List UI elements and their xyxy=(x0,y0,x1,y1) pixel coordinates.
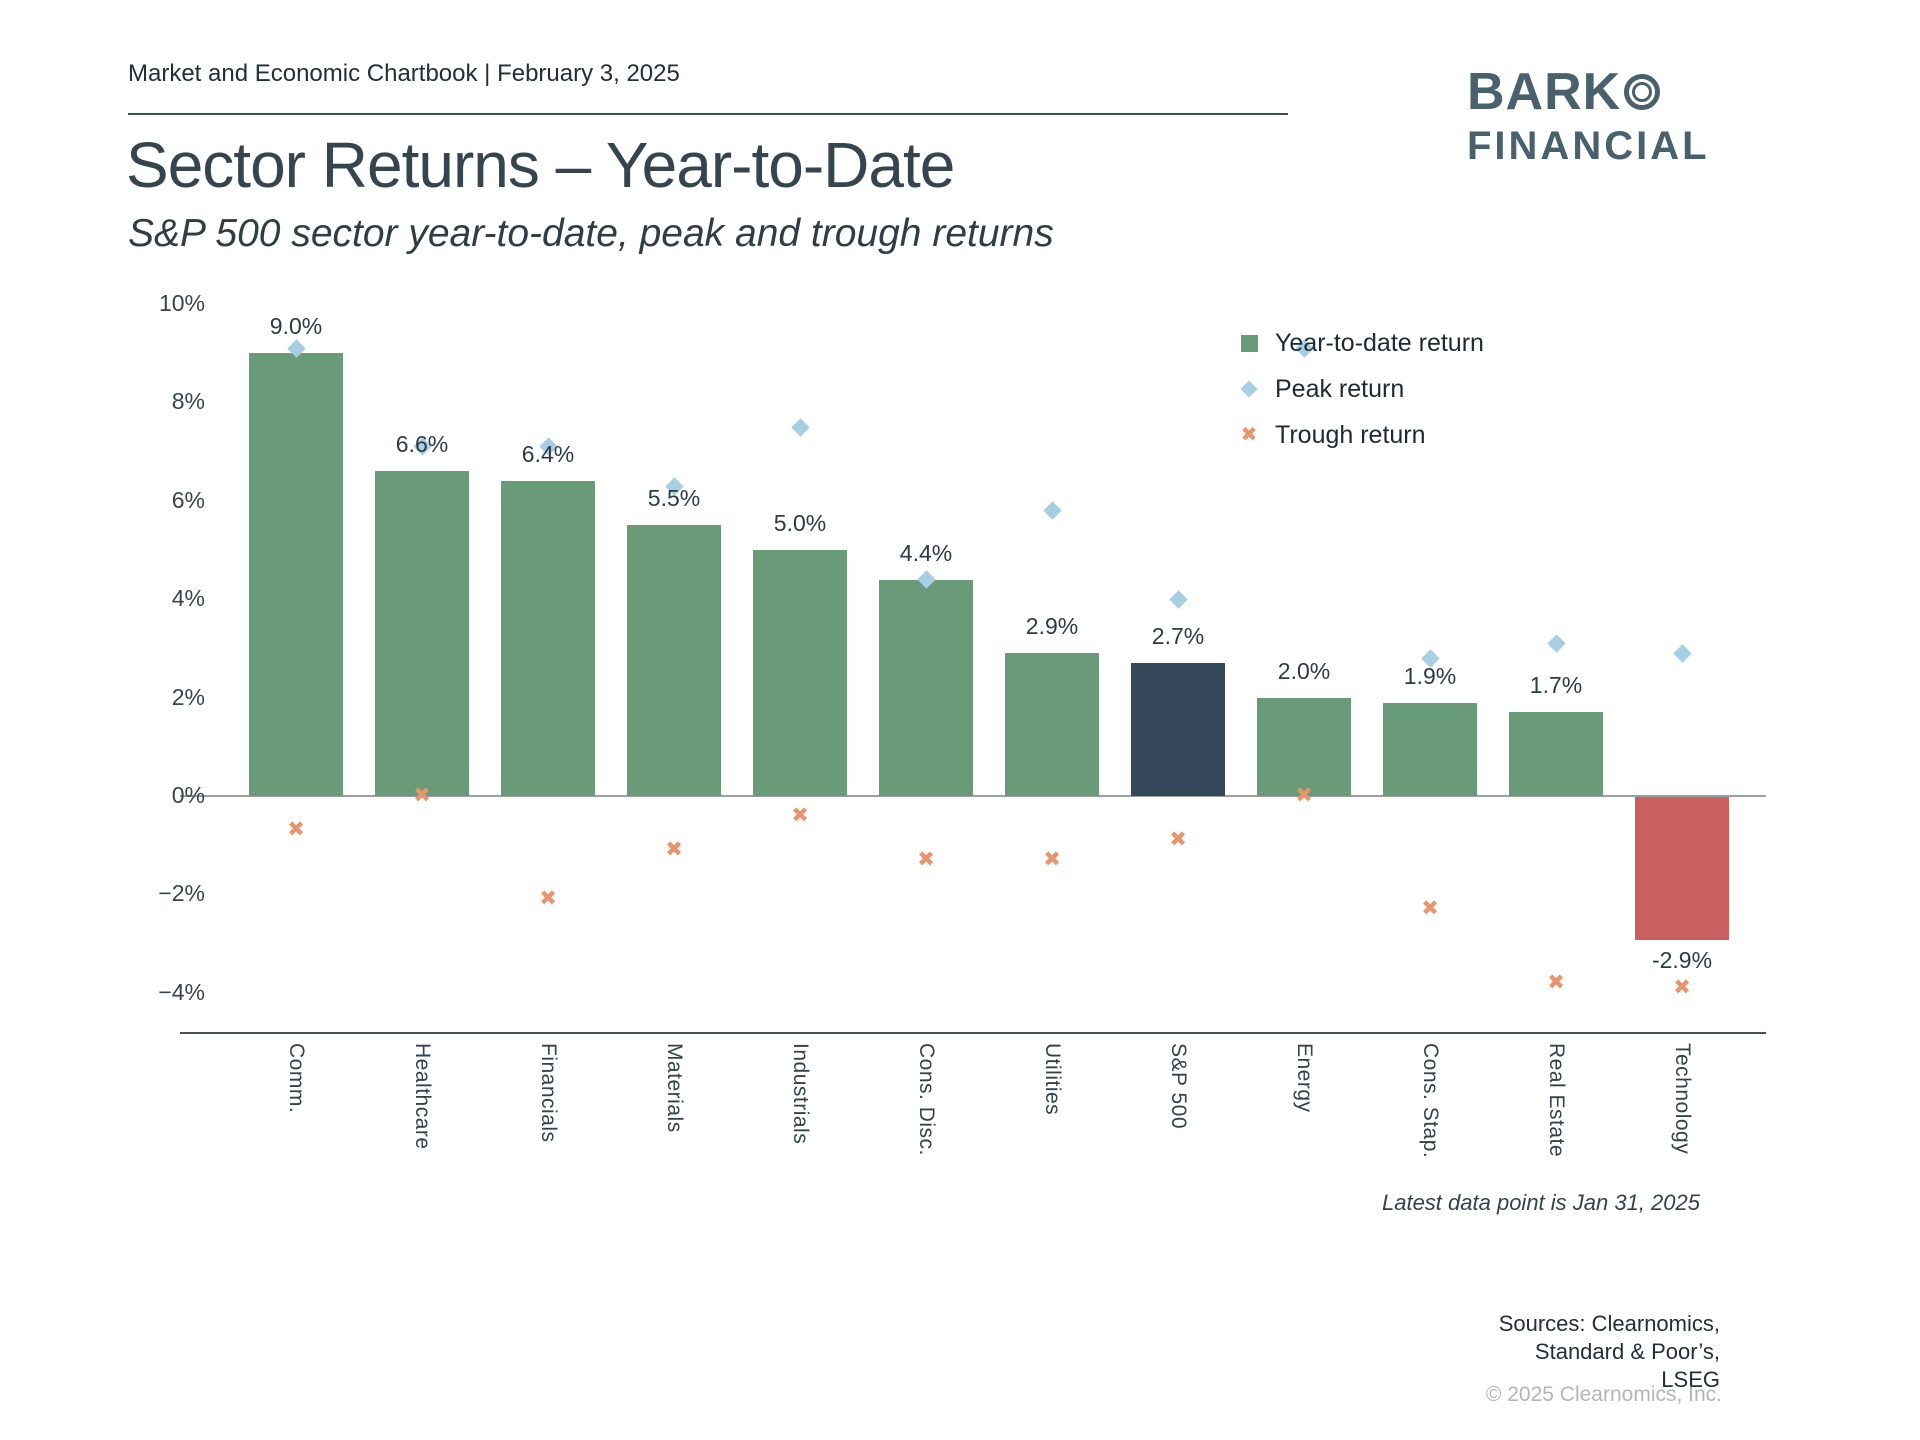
bar-value-label: -2.9% xyxy=(1651,946,1713,973)
x-axis-label-S&P 500: S&P 500 xyxy=(1167,1043,1190,1130)
x-axis-label-Healthcare: Healthcare xyxy=(411,1043,434,1150)
bar-Industrials xyxy=(753,550,847,796)
trough-return-marker: ✖ xyxy=(665,838,683,862)
trough-return-marker: ✖ xyxy=(1421,897,1439,921)
y-axis-tick-label: 6% xyxy=(171,486,205,513)
trough-return-marker: ✖ xyxy=(413,784,431,807)
bark-financial-logo: BARK FINANCIAL xyxy=(1467,66,1710,166)
bar-value-label: 5.0% xyxy=(773,510,827,536)
bar-Materials xyxy=(627,525,721,796)
legend-label: Year-to-date return xyxy=(1275,328,1484,357)
bar-Healthcare xyxy=(375,471,469,796)
legend-diamond-icon xyxy=(1238,380,1260,398)
bar-Technology xyxy=(1635,797,1729,940)
source-line: Standard & Poor’s, xyxy=(1534,1339,1720,1364)
zero-axis-line xyxy=(180,795,1766,797)
y-axis-tick-label: 2% xyxy=(171,683,205,710)
trough-return-marker: ✖ xyxy=(791,803,809,827)
x-axis-label-Energy: Energy xyxy=(1293,1043,1316,1113)
page-subtitle: S&P 500 sector year-to-date, peak and tr… xyxy=(128,212,1054,255)
trough-return-marker: ✖ xyxy=(1295,784,1313,807)
source-line: LSEG xyxy=(1661,1367,1720,1392)
bar-value-label: 2.7% xyxy=(1151,623,1205,650)
x-axis-label-Real Estate: Real Estate xyxy=(1545,1043,1568,1158)
x-axis-label-Comm.: Comm. xyxy=(285,1043,308,1114)
x-axis-label-Financials: Financials xyxy=(537,1043,560,1143)
logo-text-bark: BARK xyxy=(1467,63,1622,121)
trough-return-marker: ✖ xyxy=(539,887,557,911)
trough-return-marker: ✖ xyxy=(287,818,305,842)
bar-Cons. Disc. xyxy=(879,579,973,796)
x-axis-label-Technology: Technology xyxy=(1671,1043,1694,1155)
bar-S&P 500 xyxy=(1131,663,1225,796)
trough-return-marker: ✖ xyxy=(1169,828,1187,852)
bar-value-label: 2.0% xyxy=(1277,657,1331,684)
x-axis-label-Cons. Disc.: Cons. Disc. xyxy=(915,1043,938,1156)
legend-item: Peak return xyxy=(1238,366,1484,412)
trough-return-marker: ✖ xyxy=(1043,847,1061,871)
bar-value-label: 9.0% xyxy=(269,313,323,340)
bar-Comm. xyxy=(249,353,343,796)
legend-item: ✖ Trough return xyxy=(1238,412,1484,458)
logo-text-financial: FINANCIAL xyxy=(1467,124,1710,168)
bar-Utilities xyxy=(1005,653,1099,796)
x-axis-label-Materials: Materials xyxy=(663,1043,686,1133)
logo-ring-icon xyxy=(1624,74,1661,110)
bar-value-label: 4.4% xyxy=(899,539,953,566)
y-axis-tick-label: −2% xyxy=(158,880,205,907)
peak-return-marker xyxy=(1546,634,1566,653)
y-axis-tick-label: 10% xyxy=(158,290,205,316)
chart-legend: Year-to-date return Peak return ✖ Trough re… xyxy=(1238,320,1484,458)
page-title: Sector Returns – Year-to-Date xyxy=(126,129,955,201)
x-axis-label-Utilities: Utilities xyxy=(1041,1043,1064,1116)
trough-return-marker: ✖ xyxy=(1673,975,1691,999)
legend-item: Year-to-date return xyxy=(1238,320,1484,366)
y-axis-tick-label: 4% xyxy=(171,585,205,612)
y-axis-tick-label: −4% xyxy=(158,978,205,1005)
bar-value-label: 1.7% xyxy=(1529,672,1583,699)
trough-return-marker: ✖ xyxy=(917,847,935,871)
latest-data-footnote: Latest data point is Jan 31, 2025 xyxy=(1381,1190,1700,1215)
x-axis-label-Industrials: Industrials xyxy=(789,1043,812,1145)
y-axis-tick-label: 8% xyxy=(171,388,205,415)
bar-Financials xyxy=(501,481,595,796)
y-axis-tick-label: 0% xyxy=(171,782,205,808)
bar-value-label: 1.9% xyxy=(1403,662,1457,689)
chartbook-header: Market and Economic Chartbook | February… xyxy=(128,60,680,87)
bar-Cons. Stap. xyxy=(1383,702,1477,796)
bar-value-label: 2.9% xyxy=(1025,613,1079,640)
bar-value-label: 6.6% xyxy=(395,431,449,458)
copyright-text: © 2025 Clearnomics, Inc. xyxy=(1485,1383,1722,1406)
legend-cross-icon: ✖ xyxy=(1240,424,1258,446)
peak-return-marker xyxy=(1042,501,1062,520)
x-axis-line xyxy=(180,1032,1766,1034)
peak-return-marker xyxy=(1168,589,1188,609)
bar-value-label: 6.4% xyxy=(521,441,575,468)
x-axis-label-Cons. Stap.: Cons. Stap. xyxy=(1419,1043,1442,1159)
peak-return-marker xyxy=(1672,644,1692,663)
source-line: Sources: Clearnomics, xyxy=(1498,1311,1720,1336)
legend-label: Trough return xyxy=(1275,420,1426,449)
sources-block: Sources: Clearnomics, Standard & Poor’s,… xyxy=(1499,1310,1720,1394)
legend-square-icon xyxy=(1238,334,1260,352)
bar-value-label: 5.5% xyxy=(647,485,701,512)
header-divider xyxy=(128,113,1288,115)
peak-return-marker xyxy=(790,417,810,437)
bar-Real Estate xyxy=(1509,712,1603,796)
legend-label: Peak return xyxy=(1275,374,1405,403)
trough-return-marker: ✖ xyxy=(1547,970,1565,994)
bar-Energy xyxy=(1257,697,1351,796)
